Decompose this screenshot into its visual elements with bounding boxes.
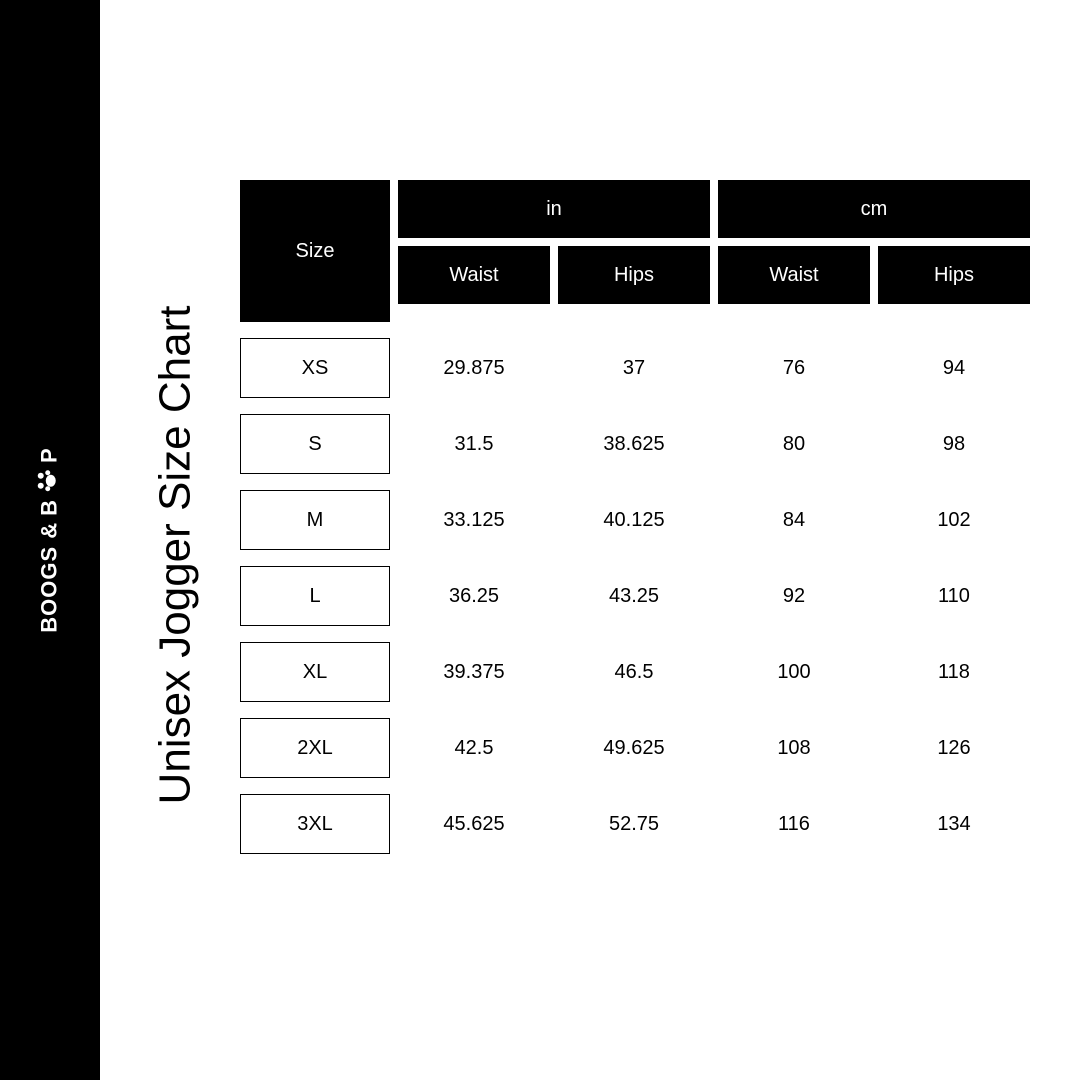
table-cell: 118	[878, 642, 1030, 702]
title-column: Unisex Jogger Size Chart	[140, 180, 210, 930]
table-row-size: S	[240, 414, 390, 474]
table-cell: 116	[718, 794, 870, 854]
table-cell: 98	[878, 414, 1030, 474]
table-cell: 94	[878, 338, 1030, 398]
table-cell: 38.625	[558, 414, 710, 474]
table-cell: 84	[718, 490, 870, 550]
table-cell: 100	[718, 642, 870, 702]
header-unit-cm: cm	[718, 180, 1030, 238]
header-cm-group: cm Waist Hips	[718, 180, 1030, 304]
table-cell: 108	[718, 718, 870, 778]
size-chart-table: Size in Waist Hips cm Waist Hips XS 29.8…	[210, 180, 1030, 930]
table-cell: 33.125	[398, 490, 550, 550]
table-cell: 43.25	[558, 566, 710, 626]
table-cell: 40.125	[558, 490, 710, 550]
table-header: Size in Waist Hips cm Waist Hips	[240, 180, 1030, 322]
table-row-size: 2XL	[240, 718, 390, 778]
table-cell: 76	[718, 338, 870, 398]
header-waist-cm: Waist	[718, 246, 870, 304]
brand-sidebar: BOOGS & B P	[0, 0, 100, 1080]
table-cell: 45.625	[398, 794, 550, 854]
header-size: Size	[240, 180, 390, 322]
table-cell: 36.25	[398, 566, 550, 626]
table-cell: 52.75	[558, 794, 710, 854]
content-area: Unisex Jogger Size Chart Size in Waist H…	[100, 0, 1080, 1080]
table-cell: 42.5	[398, 718, 550, 778]
table-cell: 31.5	[398, 414, 550, 474]
table-cell: 37	[558, 338, 710, 398]
table-cell: 80	[718, 414, 870, 474]
header-waist-in: Waist	[398, 246, 550, 304]
page-title: Unisex Jogger Size Chart	[150, 306, 200, 805]
table-cell: 102	[878, 490, 1030, 550]
header-hips-cm: Hips	[878, 246, 1030, 304]
header-hips-in: Hips	[558, 246, 710, 304]
table-row-size: M	[240, 490, 390, 550]
table-cell: 39.375	[398, 642, 550, 702]
table-cell: 110	[878, 566, 1030, 626]
table-row-size: XS	[240, 338, 390, 398]
brand-name-left: BOOGS &	[37, 522, 63, 633]
header-in-group: in Waist Hips	[398, 180, 710, 304]
table-row-size: 3XL	[240, 794, 390, 854]
header-unit-in: in	[398, 180, 710, 238]
table-row-size: XL	[240, 642, 390, 702]
table-cell: 134	[878, 794, 1030, 854]
brand-logo: BOOGS & B P	[35, 447, 65, 632]
table-cell: 92	[718, 566, 870, 626]
table-row-size: L	[240, 566, 390, 626]
table-cell: 29.875	[398, 338, 550, 398]
table-cell: 46.5	[558, 642, 710, 702]
table-cell: 49.625	[558, 718, 710, 778]
table-cell: 126	[878, 718, 1030, 778]
table-body: XS 29.875 37 76 94 S 31.5 38.625 80 98 M…	[240, 338, 1030, 854]
brand-name-right: P	[37, 447, 63, 463]
brand-name-b: B	[37, 499, 63, 516]
paw-icon	[35, 469, 65, 493]
